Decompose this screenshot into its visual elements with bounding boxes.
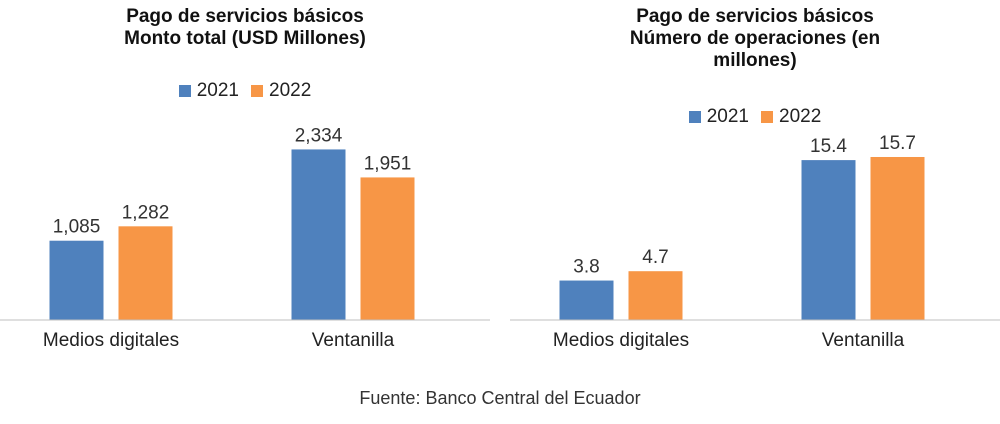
- category-tick-label: Ventanilla: [312, 330, 395, 351]
- data-label: 4.7: [642, 247, 668, 268]
- data-label: 15.7: [879, 133, 916, 154]
- data-label: 1,282: [122, 202, 170, 223]
- chart-title-line: millones): [713, 50, 797, 71]
- category-tick-label: Ventanilla: [822, 330, 905, 351]
- data-label: 3.8: [573, 257, 599, 278]
- legend-item-2022: 2022: [251, 80, 311, 102]
- data-label: 1,951: [364, 153, 412, 174]
- legend-label: 2021: [706, 106, 749, 127]
- category-tick-label: Medios digitales: [43, 330, 179, 351]
- bar-2022-1: [360, 177, 415, 320]
- chart-title-line: Pago de servicios básicos: [636, 6, 874, 27]
- legend-label: 2021: [196, 80, 239, 101]
- category-tick-label: Medios digitales: [553, 330, 689, 351]
- data-label: 15.4: [810, 136, 847, 157]
- chart-numero-operaciones: Pago de servicios básicos Número de oper…: [510, 0, 1000, 370]
- chart-monto-total: Pago de servicios básicos Monto total (U…: [0, 0, 490, 370]
- bar-2021-1: [291, 149, 346, 320]
- legend-item-2022: 2022: [761, 106, 821, 128]
- legend-label: 2022: [269, 80, 312, 101]
- chart-legend: 2021 2022: [0, 80, 490, 102]
- legend-swatch-2022: [251, 85, 263, 97]
- bar-2021-1: [801, 160, 856, 320]
- legend-swatch-2021: [688, 111, 701, 123]
- chart-title-line: Número de operaciones (en: [629, 28, 881, 49]
- legend-item-2021: 2021: [178, 80, 239, 102]
- bar-2022-0: [628, 271, 683, 320]
- legend-item-2021: 2021: [688, 106, 749, 128]
- legend-label: 2022: [779, 106, 822, 127]
- chart-title-line: Monto total (USD Millones): [124, 28, 366, 49]
- chart-title-line: Pago de servicios básicos: [126, 6, 364, 27]
- bar-2022-0: [118, 226, 173, 320]
- bar-2021-0: [49, 240, 104, 320]
- bar-2021-0: [559, 280, 614, 320]
- bar-plot-monto: 1,085 1,282 Medios digitales 2,334 1,951 Vent…: [0, 125, 490, 351]
- legend-swatch-2022: [761, 111, 773, 123]
- bar-plot-operaciones: 3.8 4.7 Medios digitales 15.4 15.7 Ventanilla: [510, 133, 1000, 351]
- chart-title: Pago de servicios básicos Monto total (U…: [0, 6, 490, 50]
- data-label: 2,334: [295, 125, 343, 146]
- data-label: 1,085: [53, 217, 101, 238]
- legend-swatch-2021: [178, 85, 191, 97]
- source-footnote: Fuente: Banco Central del Ecuador: [359, 388, 641, 408]
- bar-2022-1: [870, 156, 925, 320]
- chart-legend: 2021 2022: [510, 106, 1000, 128]
- chart-title: Pago de servicios básicos Número de oper…: [510, 6, 1000, 72]
